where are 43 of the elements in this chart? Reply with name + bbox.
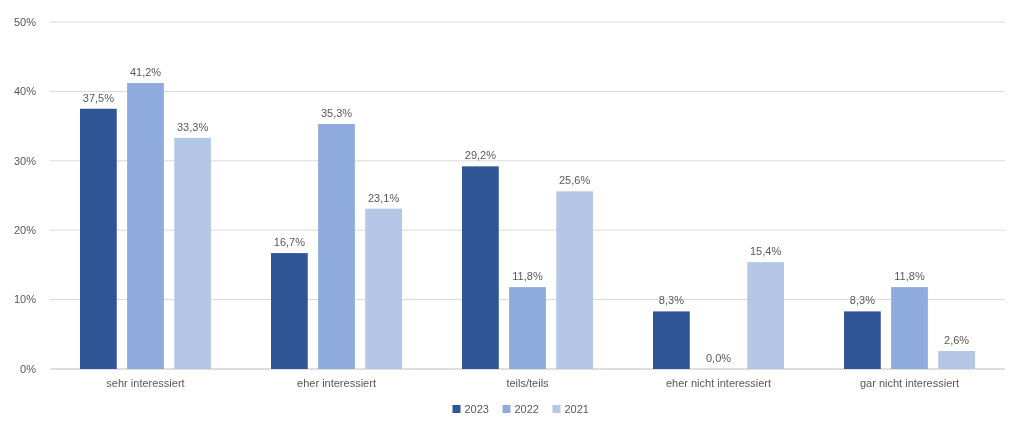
legend-label: 2022: [514, 403, 539, 415]
data-label: 29,2%: [464, 149, 497, 162]
data-label: 15,4%: [750, 245, 782, 258]
bar: [653, 311, 690, 369]
x-tick-label: eher interessiert: [297, 377, 376, 389]
data-label: 16,7%: [273, 236, 306, 249]
bar: [509, 287, 546, 369]
bar: [365, 208, 402, 369]
bar: [174, 137, 211, 369]
y-tick-label: 40%: [13, 85, 37, 98]
data-label: 8,3%: [658, 294, 685, 307]
data-label: 25,6%: [559, 174, 591, 187]
data-label: 8,3%: [849, 294, 876, 307]
bar: [938, 350, 975, 369]
y-tick-label: 30%: [13, 154, 37, 167]
bar: [462, 166, 499, 369]
x-tick-label: teils/teils: [506, 377, 550, 389]
bar: [80, 108, 117, 369]
x-tick-label: gar nicht interessiert: [859, 377, 960, 389]
bar: [556, 191, 593, 369]
x-tick-label: eher nicht interessiert: [665, 377, 772, 389]
bar: [891, 287, 928, 369]
data-label: 11,8%: [512, 270, 543, 283]
data-label: 2,6%: [944, 333, 970, 346]
data-label: 35,3%: [320, 107, 353, 120]
bar: [747, 262, 784, 369]
legend-label: 2021: [564, 403, 589, 415]
y-tick-label: 50%: [13, 15, 37, 28]
bar: [127, 83, 164, 369]
bar: [844, 311, 881, 369]
data-label: 11,8%: [894, 270, 925, 283]
y-tick-label: 20%: [13, 224, 37, 237]
y-tick-label: 0%: [20, 362, 37, 375]
data-label: 41,2%: [129, 66, 162, 79]
bar: [318, 124, 355, 369]
data-label: 0,0%: [705, 352, 732, 364]
data-label: 37,5%: [82, 91, 115, 104]
data-label: 33,3%: [177, 120, 209, 133]
x-tick-label: sehr interessiert: [106, 377, 185, 389]
bar: [271, 253, 308, 369]
y-tick-label: 10%: [13, 293, 37, 306]
legend-label: 2023: [464, 403, 489, 415]
data-label: 23,1%: [368, 191, 400, 204]
